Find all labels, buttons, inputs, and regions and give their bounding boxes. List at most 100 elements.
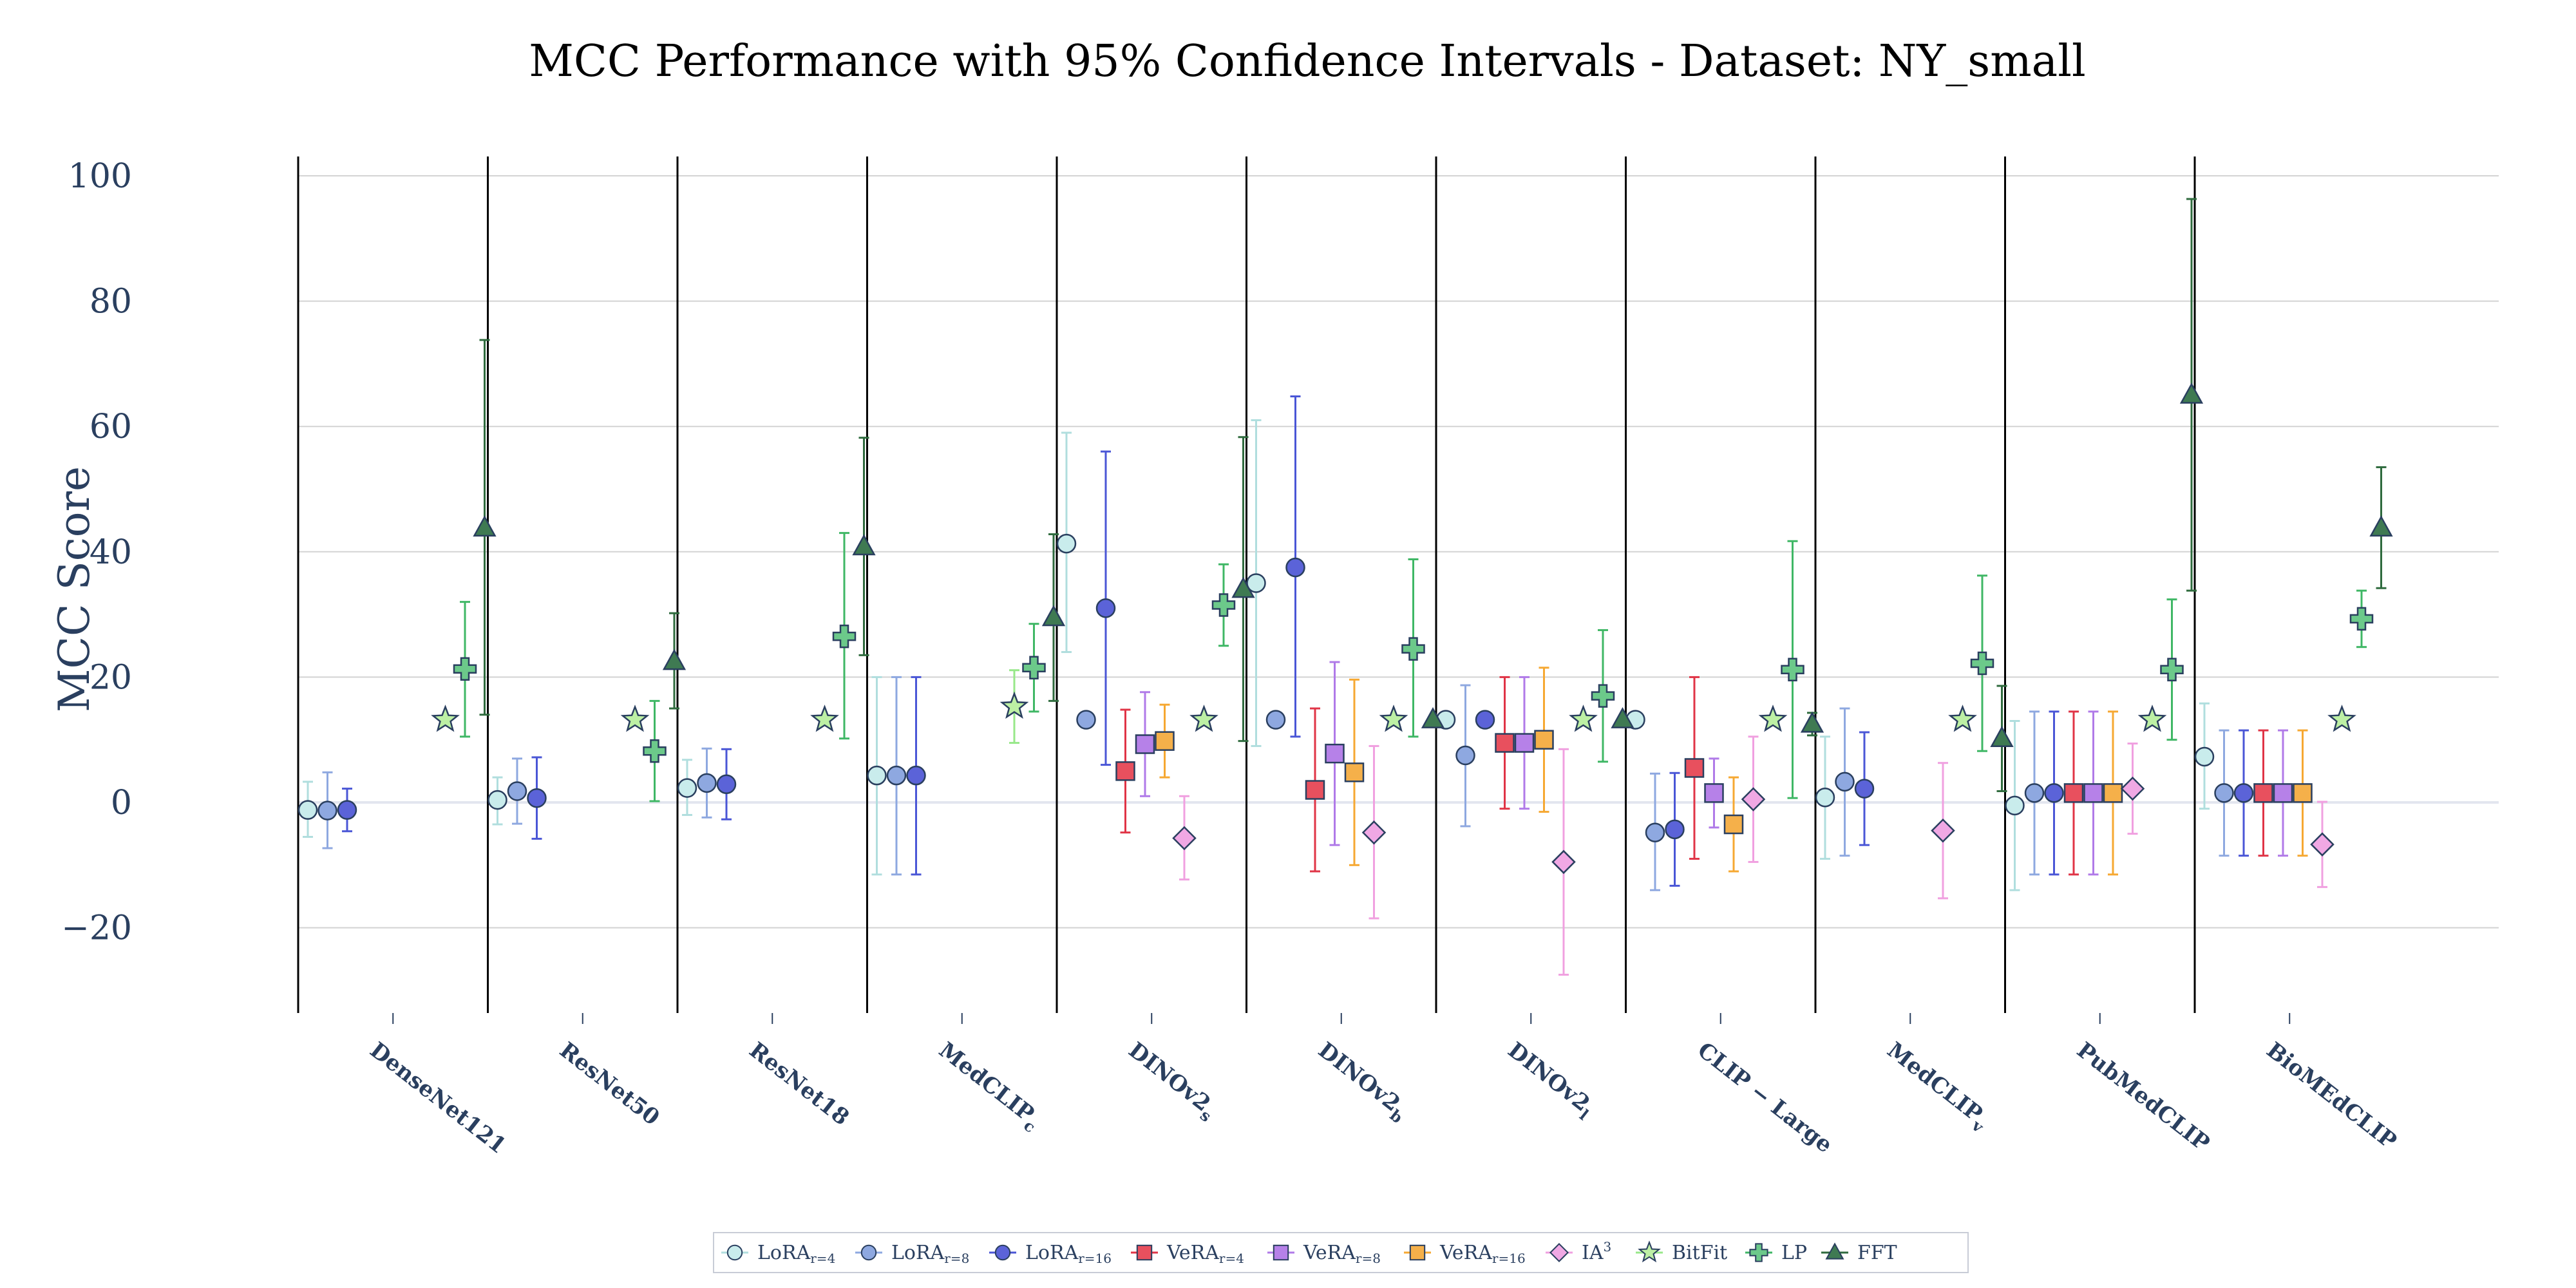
series-lora-r4	[298, 419, 2215, 891]
data-point-cross	[2160, 658, 2184, 681]
series-fft	[473, 198, 2393, 792]
data-point-diamond	[2120, 776, 2145, 801]
series-lora-r16	[337, 395, 2254, 887]
data-point-diamond	[1931, 819, 1955, 843]
legend-item[interactable]: LoRAr=16	[989, 1242, 1112, 1266]
y-axis: 100 80 60 40 20 0 −20	[61, 157, 132, 948]
data-point-triangle	[852, 534, 876, 556]
data-point-diamond	[1741, 787, 1766, 811]
legend-label: LoRAr=8	[891, 1242, 969, 1266]
data-point-triangle	[662, 649, 687, 670]
data-point-star	[999, 691, 1029, 719]
data-point-triangle	[1041, 605, 1066, 627]
data-point-circle	[488, 790, 507, 810]
y-tick-label: 0	[111, 784, 132, 822]
data-point-circle	[1815, 787, 1835, 808]
x-tick-label: ResNet18	[744, 1037, 854, 1131]
legend-item[interactable]: LP	[1745, 1242, 1807, 1264]
data-point-square	[2103, 783, 2123, 803]
data-point-triangle	[1800, 711, 1824, 733]
x-tick-label: ResNet50	[554, 1037, 664, 1131]
data-point-star	[431, 705, 460, 732]
data-point-circle	[906, 765, 926, 786]
data-point-square	[1155, 731, 1175, 751]
legend-marker-circle	[994, 1244, 1011, 1261]
legend-item[interactable]: VeRAr=8	[1267, 1242, 1381, 1266]
data-point-star	[1758, 705, 1788, 732]
legend-item[interactable]: FFT	[1821, 1242, 1897, 1264]
x-tick-label: MedCLIPv	[1879, 1037, 1994, 1137]
data-point-diamond	[1551, 849, 1576, 875]
data-point-star	[1189, 705, 1218, 732]
legend: LoRAr=4 LoRAr=8 LoRAr=16 VeRAr=4 VeRAr=8 VeRA…	[713, 1232, 1969, 1273]
data-point-triangle	[1231, 576, 1255, 598]
x-tick-label: BioMEdCLIP	[2262, 1037, 2401, 1155]
data-point-circle	[1835, 772, 1855, 792]
legend-item[interactable]: VeRAr=16	[1404, 1242, 1526, 1266]
data-point-cross	[1970, 651, 1994, 676]
data-point-star	[1948, 705, 1977, 732]
legend-item[interactable]: VeRAr=4	[1131, 1242, 1244, 1266]
legend-label: BitFit	[1672, 1242, 1727, 1264]
x-tick-label: DenseNet121	[365, 1037, 511, 1159]
y-tick-label: 100	[68, 157, 132, 196]
y-axis-label: MCC Score	[50, 466, 99, 712]
data-point-square	[1723, 814, 1744, 835]
data-point-circle	[317, 800, 337, 820]
data-point-star	[2327, 705, 2356, 732]
legend-item[interactable]: LoRAr=8	[855, 1242, 969, 1266]
data-point-circle	[1246, 573, 1266, 593]
data-point-triangle	[1611, 706, 1634, 728]
data-point-circle	[697, 773, 717, 793]
x-tick-label: CLIP − Large	[1692, 1037, 1837, 1159]
data-point-square	[2253, 783, 2273, 803]
chart-title: MCC Performance with 95% Confidence Inte…	[529, 36, 2085, 87]
data-point-circle	[2214, 783, 2234, 803]
data-point-square	[1325, 743, 1345, 764]
data-point-triangle	[1421, 706, 1445, 728]
legend-marker-circle	[860, 1244, 877, 1261]
data-point-diamond	[2310, 832, 2334, 857]
data-point-square	[1115, 761, 1135, 781]
y-tick-label: 20	[90, 658, 132, 697]
legend-marker-circle	[726, 1244, 743, 1261]
legend-marker-star	[1638, 1240, 1661, 1263]
data-point-square	[1534, 730, 1554, 750]
data-point-circle	[507, 781, 527, 801]
x-tick-label: DINOv2b	[1311, 1037, 1414, 1127]
data-point-square	[1704, 783, 1724, 803]
data-point-circle	[1076, 710, 1096, 730]
data-point-square	[1514, 733, 1535, 753]
series-lora-r8	[317, 676, 2234, 891]
data-point-square	[2063, 783, 2084, 803]
legend-label: IA3	[1582, 1239, 1611, 1264]
data-point-circle	[677, 778, 697, 798]
data-point-star	[2137, 705, 2167, 732]
data-point-circle	[1475, 710, 1495, 730]
data-point-cross	[1781, 658, 1804, 681]
x-tick-label: PubMedCLIP	[2072, 1037, 2214, 1157]
data-point-circle	[2044, 783, 2064, 803]
data-point-square	[2083, 783, 2103, 803]
x-tick-label: DINOv2l	[1500, 1037, 1599, 1124]
data-point-circle	[298, 800, 318, 820]
legend-item[interactable]: BitFit	[1636, 1240, 1727, 1264]
data-point-cross	[1401, 637, 1425, 661]
legend-label: LoRAr=4	[757, 1242, 835, 1266]
data-point-diamond	[1361, 820, 1387, 845]
series-vera-r4	[1115, 676, 2273, 876]
legend-marker-triangle	[1825, 1242, 1844, 1260]
data-point-cross	[832, 624, 857, 649]
y-tick-label: −20	[61, 909, 132, 948]
legend-marker-square	[1409, 1244, 1426, 1261]
legend-item[interactable]: LoRAr=4	[721, 1242, 835, 1266]
gridlines	[298, 175, 2499, 929]
data-point-square	[1495, 733, 1515, 753]
data-point-square	[2293, 783, 2313, 803]
legend-item[interactable]: IA3	[1546, 1239, 1611, 1264]
data-point-cross	[2349, 607, 2374, 631]
legend-marker-diamond	[1549, 1242, 1569, 1263]
data-point-diamond	[1172, 826, 1197, 851]
legend-marker-cross	[1749, 1243, 1768, 1262]
data-point-star	[810, 705, 839, 732]
